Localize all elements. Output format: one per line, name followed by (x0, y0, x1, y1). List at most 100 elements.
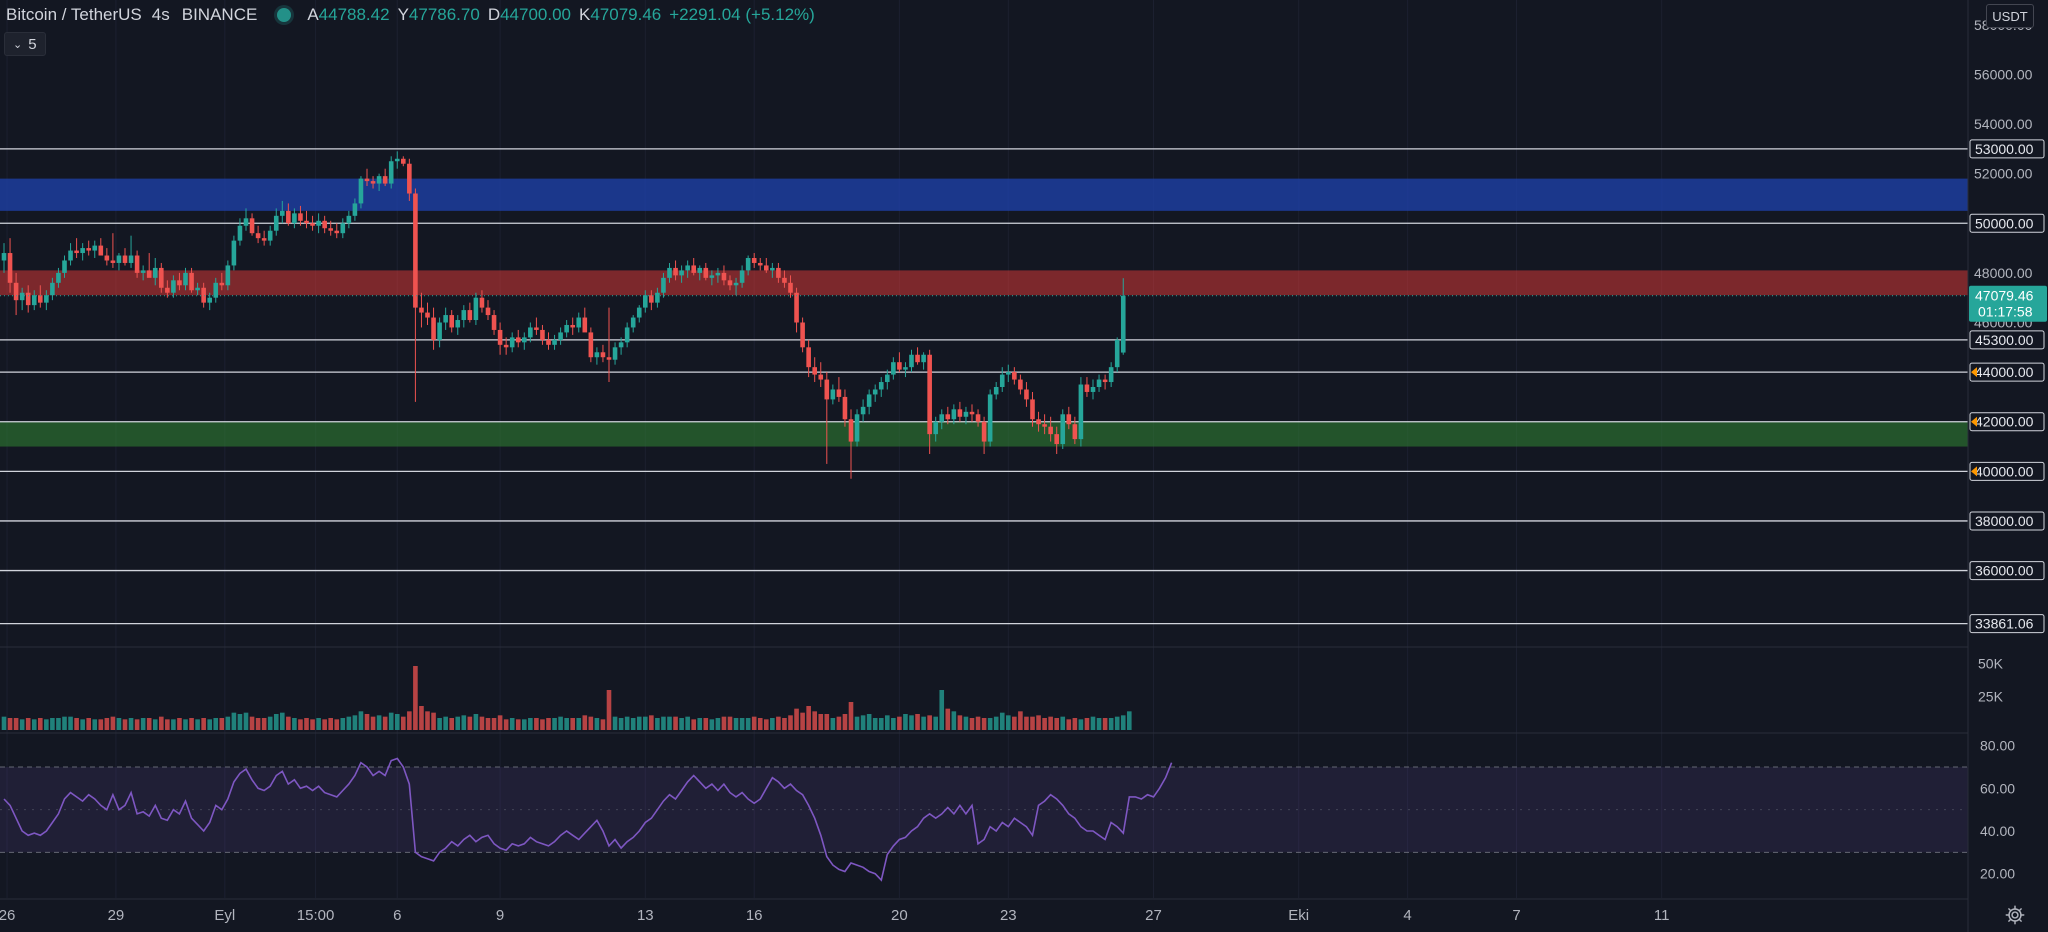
candle-body (50, 282, 55, 296)
candle-body (957, 409, 963, 417)
level-label: 40000.00 (1975, 463, 2034, 479)
volume-bar (1084, 718, 1090, 730)
indicators-toggle[interactable]: ⌄ 5 (4, 32, 46, 56)
candle-body (382, 176, 388, 184)
price-tick-label: 54000.00 (1974, 116, 2033, 132)
timeframe[interactable]: 4s (151, 5, 170, 24)
volume-bar (509, 718, 515, 730)
candle-body (358, 178, 364, 204)
volume-bar (473, 714, 479, 730)
volume-bar (44, 719, 49, 730)
candle-body (921, 354, 926, 363)
time-tick-label: 7 (1512, 907, 1520, 924)
price-change: +2291.04 (+5.12%) (669, 5, 815, 24)
candle-body (280, 210, 285, 216)
time-tick-label: 29 (108, 907, 125, 924)
volume-bar (152, 719, 158, 730)
volume-bar (92, 719, 98, 730)
volume-bar (1090, 716, 1096, 730)
candle-body (7, 253, 13, 283)
candle-body (878, 382, 884, 390)
candle-body (854, 414, 860, 442)
gear-icon[interactable] (2004, 904, 2026, 926)
candle-body (903, 367, 908, 370)
rsi-tick-label: 40.00 (1980, 823, 2015, 839)
candle-body (715, 272, 721, 276)
volume-bar (788, 715, 793, 730)
candle-body (546, 339, 551, 345)
rsi-tick-label: 80.00 (1980, 738, 2015, 754)
candle-body (987, 394, 993, 442)
level-label-box (1969, 412, 2045, 432)
time-tick-label: 27 (1145, 907, 1162, 924)
candle-body (322, 220, 327, 229)
volume-bar (999, 712, 1005, 730)
candle-body (794, 292, 799, 323)
volume-bar (987, 718, 993, 730)
candle-body (346, 215, 352, 224)
candle-body (872, 389, 878, 395)
symbol-name[interactable]: Bitcoin / TetherUS (6, 5, 142, 24)
zone-resistance (0, 270, 1968, 296)
volume-bar (1, 716, 7, 730)
candle-body (340, 223, 346, 234)
time-tick-label: 11 (1654, 907, 1670, 924)
candle-body (98, 245, 104, 256)
candle-body (824, 379, 830, 400)
level-label-box (1969, 362, 2045, 382)
candle-body (310, 223, 315, 226)
candle-body (455, 320, 461, 328)
candle-body (564, 324, 569, 333)
candle-body (515, 337, 521, 343)
candle-body (788, 282, 793, 293)
volume-bar (479, 716, 485, 730)
volume-bar (800, 712, 805, 730)
candle-body (630, 317, 636, 328)
volume-bar (177, 718, 182, 730)
countdown-label: 01:17:58 (1978, 304, 2033, 320)
candle-body (376, 176, 382, 184)
candle-body (1018, 379, 1023, 390)
volume-bar (673, 716, 678, 730)
time-tick-label: 4 (1403, 907, 1411, 924)
candle-body (80, 248, 85, 254)
volume-bar (854, 716, 860, 730)
candle-body (19, 292, 25, 301)
candle-body (522, 337, 527, 343)
candle-body (582, 317, 588, 333)
candle-body (612, 347, 618, 360)
level-label-box (1969, 614, 2045, 634)
candle-body (171, 280, 176, 293)
volume-bar (243, 712, 249, 730)
time-tick-label: 16 (746, 907, 763, 924)
ohlc-close-key: K (579, 5, 591, 24)
candle-body (201, 287, 206, 303)
volume-bar (261, 718, 267, 730)
level-label: 36000.00 (1975, 563, 2034, 579)
volume-bar (255, 718, 261, 730)
candle-body (764, 265, 769, 271)
level-label: 45300.00 (1975, 332, 2034, 348)
currency-badge[interactable]: USDT (1986, 4, 2034, 28)
candle-body (866, 394, 872, 407)
volume-bar (249, 716, 255, 730)
candle-body (915, 354, 920, 363)
rsi-line (3, 757, 1173, 882)
candle-body (945, 414, 951, 420)
volume-bar (183, 719, 188, 730)
volume-bar (945, 708, 951, 730)
candle-body (570, 324, 575, 328)
volume-bar (606, 690, 612, 730)
level-label: 42000.00 (1975, 414, 2034, 430)
candle-body (745, 258, 751, 271)
volume-bar (866, 714, 872, 730)
volume-bar (764, 719, 769, 730)
volume-bar (691, 719, 696, 730)
candle-body (316, 220, 321, 226)
candle-body (497, 329, 503, 345)
volume-bar (352, 715, 358, 730)
candle-body (576, 317, 582, 328)
volume-bar (189, 718, 194, 730)
volume-bar (437, 718, 442, 730)
